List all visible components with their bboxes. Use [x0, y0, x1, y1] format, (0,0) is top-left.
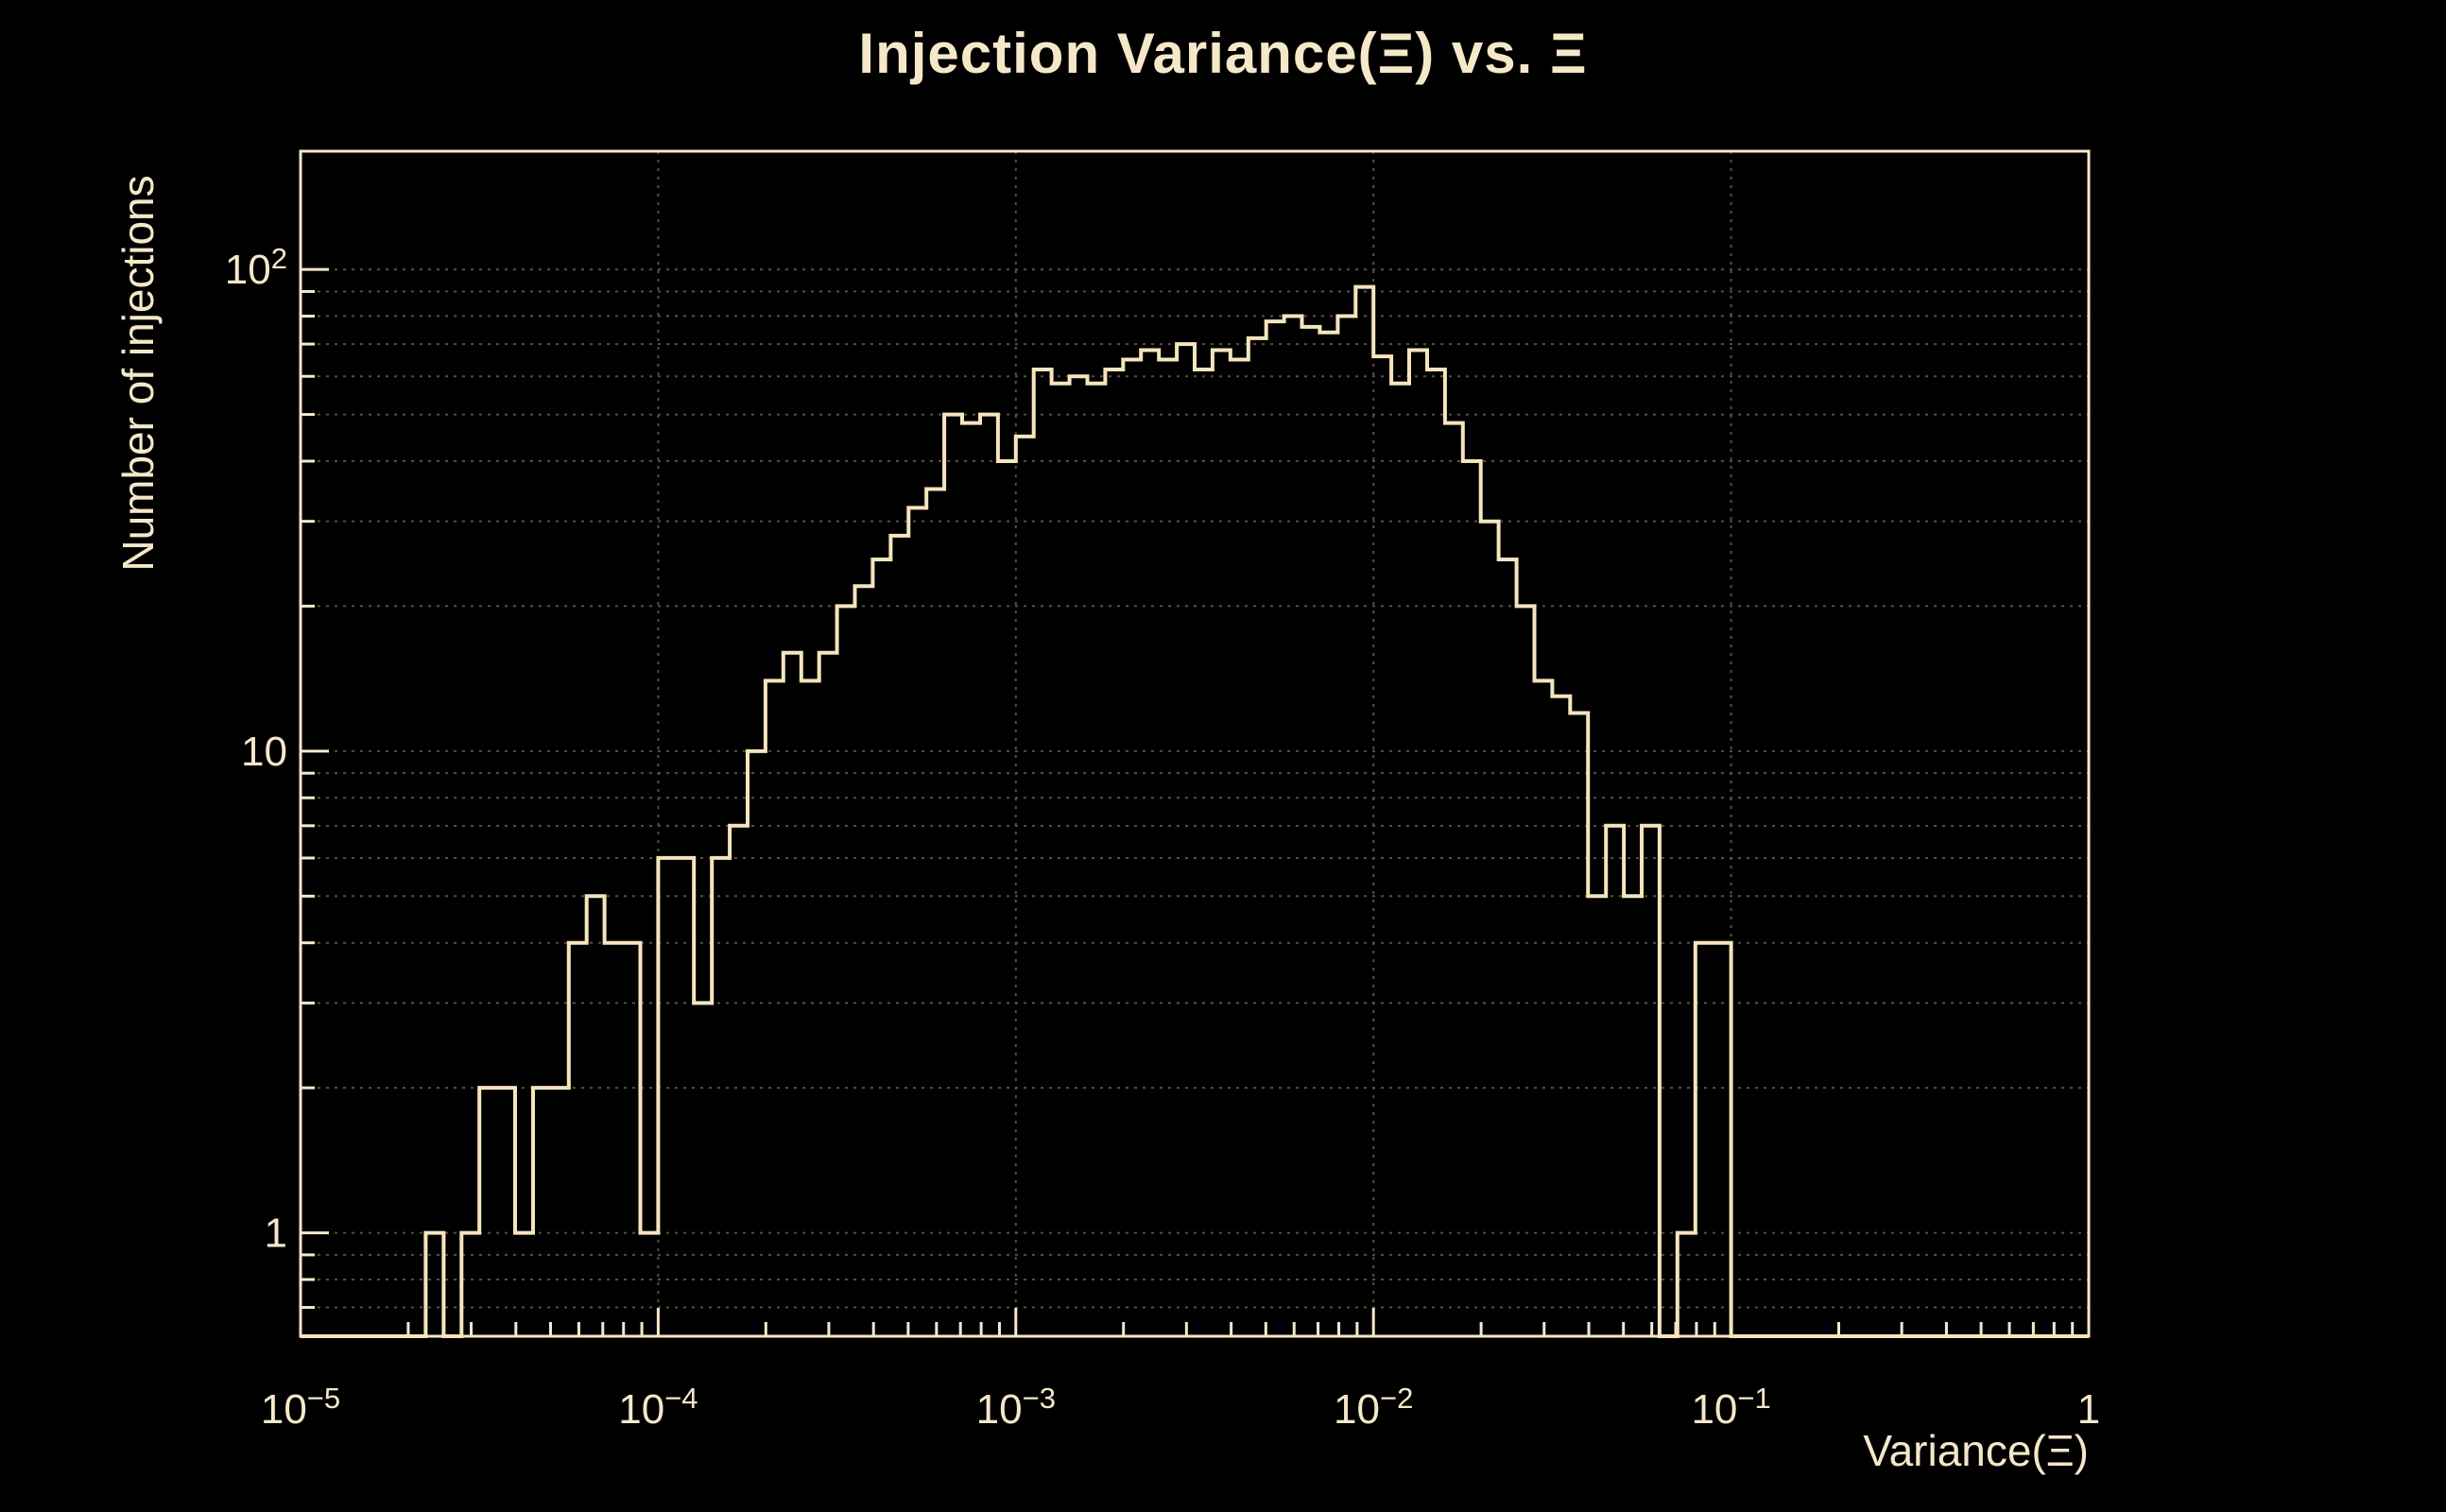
y-axis-title: Number of injections: [113, 175, 163, 572]
svg-text:1: 1: [2077, 1386, 2100, 1433]
x-axis-title: Variance(Ξ): [1863, 1426, 2089, 1475]
svg-text:10−3: 10−3: [976, 1382, 1056, 1433]
plot-frame: [299, 149, 2091, 1338]
svg-text:1: 1: [265, 1211, 287, 1257]
axis-ticks: [299, 267, 2091, 1336]
histogram-line: [301, 284, 2089, 1338]
svg-text:10: 10: [241, 729, 287, 775]
svg-text:10−5: 10−5: [261, 1382, 340, 1433]
svg-text:10−1: 10−1: [1691, 1382, 1770, 1433]
chart-title: Injection Variance(Ξ) vs. Ξ: [858, 22, 1588, 85]
svg-text:10−4: 10−4: [618, 1382, 698, 1433]
gridlines: [301, 151, 2089, 1336]
svg-text:102: 102: [225, 242, 287, 293]
svg-text:10−2: 10−2: [1334, 1382, 1413, 1433]
